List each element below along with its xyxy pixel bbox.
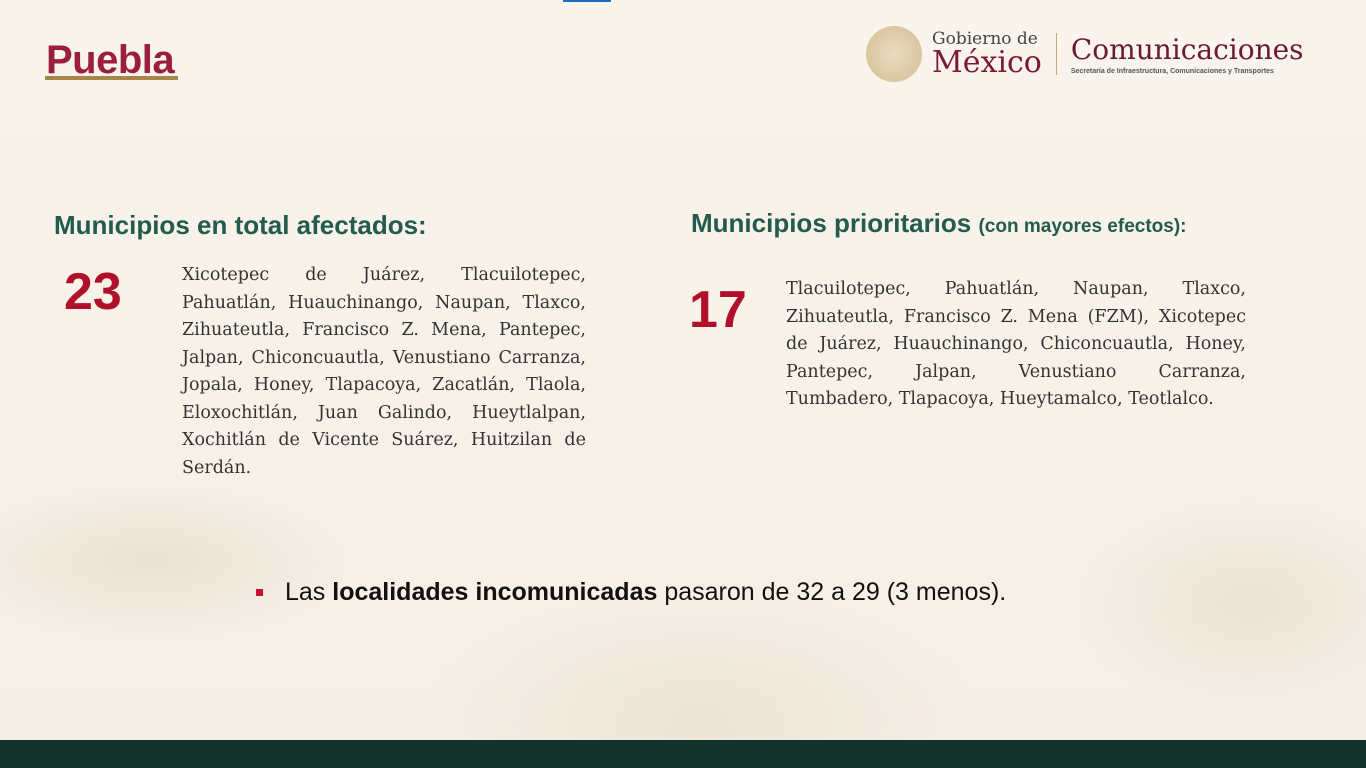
slide-title: Puebla xyxy=(46,38,175,82)
government-logo: Gobierno de México Comunicaciones Secret… xyxy=(866,26,1304,82)
bullet-bold: localidades incomunicadas xyxy=(332,578,658,606)
right-heading: Municipios prioritarios (con mayores efe… xyxy=(691,208,1187,239)
right-heading-main: Municipios prioritarios xyxy=(691,208,972,238)
agency-logo: Comunicaciones Secretaría de Infraestruc… xyxy=(1071,33,1304,75)
top-indicator xyxy=(563,0,611,2)
right-count: 17 xyxy=(689,281,747,339)
agency-subtitle: Secretaría de Infraestructura, Comunicac… xyxy=(1070,68,1274,75)
bullet-square-icon xyxy=(256,589,263,596)
title-underline xyxy=(45,76,178,80)
gov-line2: México xyxy=(932,44,1042,80)
footer-bar xyxy=(0,740,1366,768)
left-count: 23 xyxy=(64,263,122,321)
right-heading-note: (con mayores efectos): xyxy=(978,216,1187,237)
gobierno-logo-text: Gobierno de México xyxy=(932,28,1042,80)
summary-bullet: Las localidades incomunicadas pasaron de… xyxy=(256,578,1006,607)
agency-name: Comunicaciones xyxy=(1070,33,1304,66)
left-heading: Municipios en total afectados: xyxy=(54,210,427,240)
national-seal-icon xyxy=(866,26,922,82)
bullet-post: pasaron de 32 a 29 (3 menos). xyxy=(657,578,1007,606)
bullet-pre: Las xyxy=(285,578,333,606)
gov-line1: Gobierno de xyxy=(932,28,1038,49)
bullet-text: Las localidades incomunicadas pasaron de… xyxy=(285,578,1006,607)
logo-divider xyxy=(1055,33,1057,75)
left-municipality-list: Xicotepec de Juárez, Tlacuilotepec, Pahu… xyxy=(182,265,586,478)
right-municipality-list: Tlacuilotepec, Pahuatlán, Naupan, Tlaxco… xyxy=(786,279,1246,409)
